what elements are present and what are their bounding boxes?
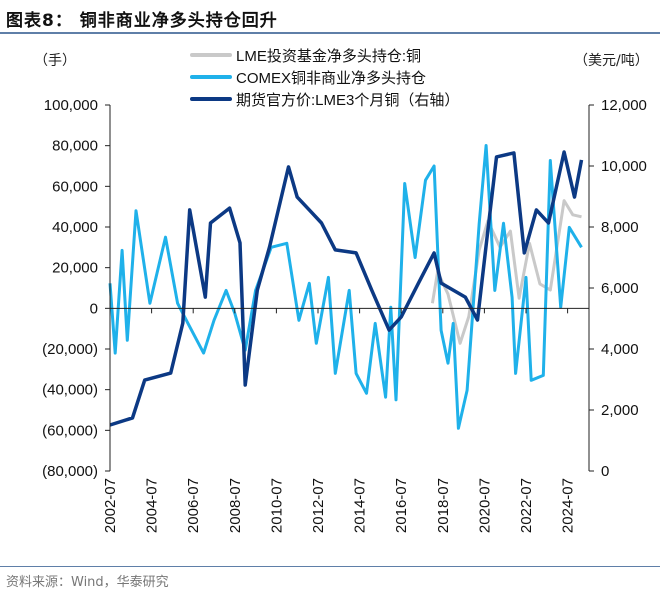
right-tick-label: 4,000 [601,341,639,358]
legend-label: LME投资基金净多头持仓:铜 [236,47,422,65]
series-line-2 [109,150,584,427]
legend-label: 期货官方价:LME3个月铜（右轴） [236,91,460,109]
x-tick-label: 2004-07 [144,478,161,533]
series-line-1 [108,144,583,430]
legend-item-lme-price: 期货官方价:LME3个月铜（右轴） [190,88,459,110]
x-tick-label: 2022-07 [518,478,535,533]
legend-swatch [190,53,232,57]
right-tick-label: 0 [601,463,609,480]
title-divider [0,32,660,34]
left-tick-label: 80,000 [52,138,98,155]
legend: LME投资基金净多头持仓:铜 COMEX铜非商业净多头持仓 期货官方价:LME3… [190,44,459,110]
figure-title: 图表8： 铜非商业净多头持仓回升 [6,11,278,31]
left-tick-label: 0 [90,300,98,317]
x-tick-label: 2016-07 [393,478,410,533]
x-tick-label: 2014-07 [352,478,369,533]
left-tick-label: 60,000 [52,178,98,195]
footer-divider [0,566,660,567]
legend-label: COMEX铜非商业净多头持仓 [236,69,427,87]
x-tick-label: 2024-07 [560,478,577,533]
x-tick-label: 2020-07 [476,478,493,533]
source-note: 资料来源：Wind，华泰研究 [6,575,169,590]
left-tick-label: (80,000) [42,463,98,480]
x-tick-label: 2008-07 [227,478,244,533]
left-tick-label: (60,000) [42,422,98,439]
legend-item-lme-funds: LME投资基金净多头持仓:铜 [190,44,459,66]
legend-swatch [190,97,232,101]
right-tick-label: 10,000 [601,158,647,175]
x-tick-label: 2012-07 [310,478,327,533]
right-tick-label: 8,000 [601,219,639,236]
left-tick-label: 40,000 [52,219,98,236]
left-tick-label: (40,000) [42,382,98,399]
left-tick-label: 100,000 [44,97,98,114]
left-tick-label: (20,000) [42,341,98,358]
right-tick-label: 2,000 [601,402,639,419]
x-tick-label: 2006-07 [185,478,202,533]
right-tick-label: 6,000 [601,280,639,297]
legend-swatch [190,75,232,79]
x-tick-label: 2018-07 [435,478,452,533]
right-tick-label: 12,000 [601,97,647,114]
left-tick-label: 20,000 [52,260,98,277]
left-axis-unit: （手） [34,53,76,69]
right-axis-unit: （美元/吨） [574,53,649,69]
x-tick-label: 2002-07 [102,478,119,533]
legend-item-comex: COMEX铜非商业净多头持仓 [190,66,459,88]
x-tick-label: 2010-07 [268,478,285,533]
